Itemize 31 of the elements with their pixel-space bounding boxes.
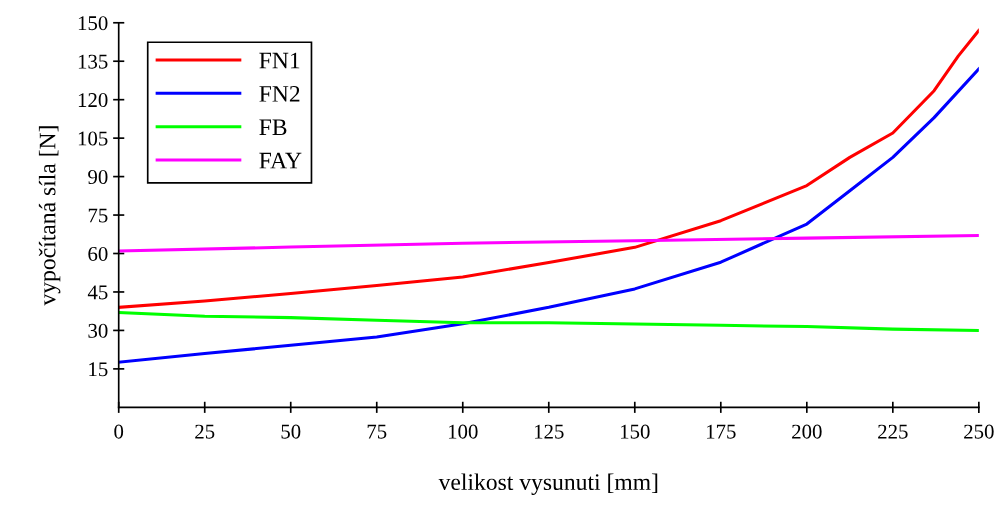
y-tick-label: 105 [78, 131, 108, 146]
y-tick-label: 150 [78, 16, 108, 31]
x-tick-label: 225 [878, 424, 908, 439]
x-tick-label: 0 [114, 424, 124, 439]
y-tick-label: 15 [89, 362, 108, 377]
legend-label: FN2 [259, 85, 300, 102]
legend-label: FN1 [259, 52, 300, 69]
line-series [118, 67, 979, 364]
x-tick-label: 150 [620, 424, 650, 439]
y-tick-label: 60 [88, 246, 108, 261]
x-tick-label: 25 [195, 424, 215, 439]
line-series [118, 28, 979, 309]
x-tick-label: 125 [534, 424, 564, 439]
y-tick-label: 90 [88, 169, 108, 185]
x-tick-label: 175 [707, 424, 736, 439]
y-axis-title: vypočítaná síla [N] [38, 126, 61, 306]
y-tick-label: 120 [78, 93, 108, 108]
line-series [118, 310, 979, 332]
x-tick-label: 50 [281, 424, 301, 439]
x-tick-label: 200 [792, 424, 822, 439]
x-tick-label: 100 [448, 424, 478, 439]
line-series [118, 234, 979, 253]
x-axis-title: velikost vysunuti [mm] [438, 473, 658, 495]
y-tick-label: 30 [88, 323, 108, 338]
y-tick-label: 75 [88, 208, 108, 223]
y-tick-label: 45 [87, 285, 108, 300]
y-tick-label: 135 [78, 54, 108, 69]
x-tick-label: 75 [367, 424, 387, 439]
legend-label: FAY [259, 152, 302, 169]
legend-label: FB [259, 119, 287, 136]
x-tick-label: 250 [964, 424, 994, 439]
